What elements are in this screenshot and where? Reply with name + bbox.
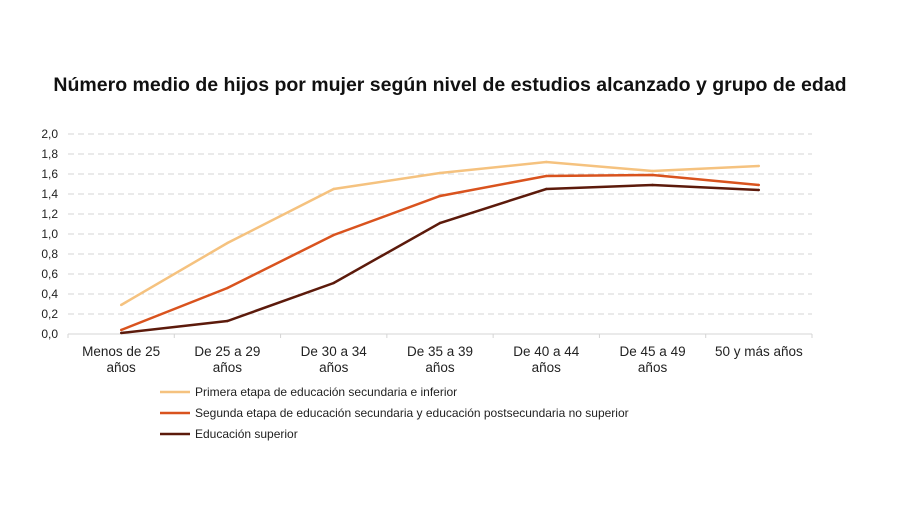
data-point	[332, 281, 335, 285]
y-tick-label: 0,0	[41, 327, 58, 341]
data-point	[332, 187, 335, 191]
data-point	[226, 319, 229, 323]
y-tick-label: 0,6	[41, 267, 58, 281]
y-tick-label: 0,4	[41, 287, 58, 301]
data-point	[438, 221, 442, 225]
x-tick-label: años	[107, 360, 137, 375]
data-point	[545, 160, 548, 164]
y-tick-label: 0,8	[41, 247, 58, 261]
series-line	[120, 173, 759, 332]
series-line	[121, 183, 759, 335]
data-point	[545, 187, 548, 191]
y-tick-label: 0,2	[41, 307, 58, 321]
y-tick-label: 1,4	[41, 187, 58, 201]
x-tick-label: años	[213, 360, 243, 375]
data-point	[226, 286, 229, 290]
data-point	[438, 171, 442, 175]
x-tick-label: De 40 a 44	[513, 344, 580, 359]
data-point	[757, 183, 761, 187]
y-tick-label: 1,6	[41, 167, 58, 181]
x-tick-label: años	[638, 360, 668, 375]
chart-title: Número medio de hijos por mujer según ni…	[53, 74, 847, 96]
data-point	[438, 194, 442, 198]
y-tick-label: 1,8	[41, 147, 58, 161]
x-tick-label: años	[532, 360, 562, 375]
legend-label: Primera etapa de educación secundaria e …	[195, 385, 457, 399]
y-tick-label: 2,0	[41, 127, 58, 141]
x-tick-label: años	[425, 360, 455, 375]
legend-label: Segunda etapa de educación secundaria y …	[195, 406, 629, 420]
y-tick-label: 1,0	[41, 227, 58, 241]
data-point	[119, 328, 123, 332]
data-point	[226, 241, 229, 245]
data-point	[119, 331, 123, 335]
x-tick-label: De 45 a 49	[620, 344, 686, 359]
legend-label: Educación superior	[195, 427, 298, 441]
x-tick-label: De 30 a 34	[301, 344, 368, 359]
data-point	[119, 303, 123, 307]
y-tick-label: 1,2	[41, 207, 58, 221]
x-tick-label: De 25 a 29	[194, 344, 260, 359]
x-tick-label: años	[319, 360, 349, 375]
data-point	[545, 174, 548, 178]
data-point	[651, 173, 654, 177]
x-tick-label: 50 y más años	[715, 344, 803, 359]
data-point	[651, 183, 654, 187]
data-point	[651, 169, 654, 173]
x-tick-label: Menos de 25	[82, 344, 160, 359]
data-point	[757, 164, 761, 168]
x-tick-label: De 35 a 39	[407, 344, 473, 359]
data-point	[332, 233, 335, 237]
data-point	[757, 188, 761, 192]
